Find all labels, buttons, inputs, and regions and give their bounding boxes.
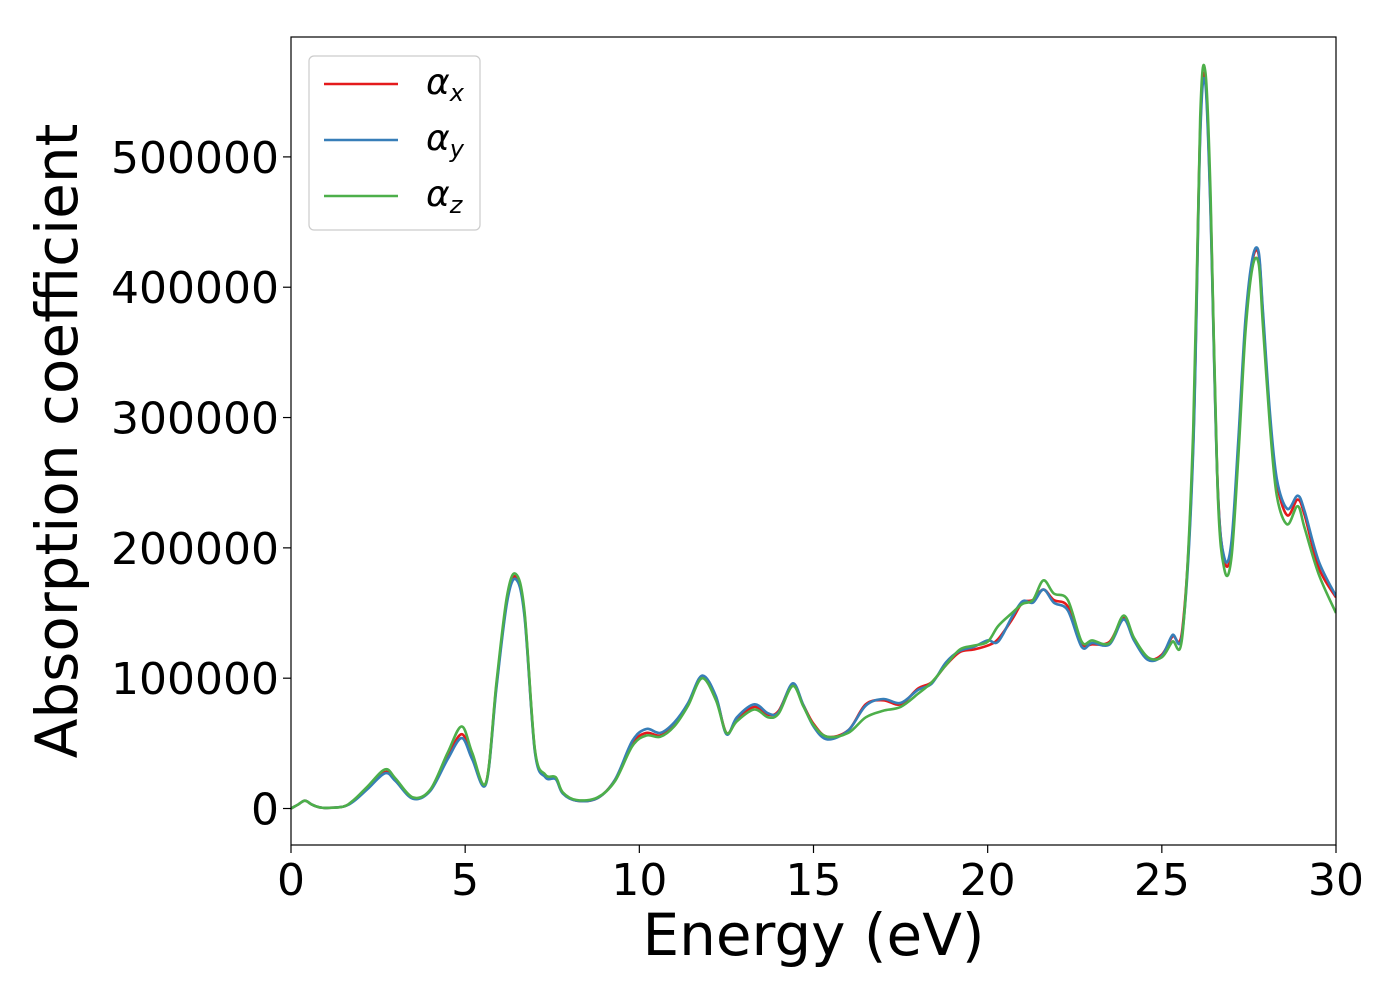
- x-tick-label: 5: [451, 855, 479, 906]
- y-tick-label: 100000: [111, 654, 279, 705]
- x-tick-label: 15: [786, 855, 842, 906]
- y-tick-label: 0: [251, 785, 279, 836]
- legend-label-z: αz: [426, 174, 464, 219]
- y-axis: 0 100000 200000 300000 400000 500000: [111, 133, 291, 836]
- series-layer: [291, 63, 1336, 810]
- x-tick-label: 10: [611, 855, 667, 906]
- y-axis-title: Absorption coefficient: [23, 124, 91, 759]
- y-tick-label: 500000: [111, 133, 279, 184]
- legend-label-x: αx: [426, 62, 465, 107]
- legend: αx αy αz: [308, 55, 481, 231]
- legend-box: [308, 55, 481, 231]
- x-tick-label: 25: [1134, 855, 1190, 906]
- y-tick-label: 300000: [111, 394, 279, 445]
- y-tick-label: 400000: [111, 263, 279, 314]
- y-tick-label: 200000: [111, 524, 279, 575]
- x-tick-label: 20: [960, 855, 1016, 906]
- x-axis-title: Energy (eV): [642, 901, 984, 969]
- x-axis: 0 5 10 15 20 25 30: [277, 845, 1364, 906]
- series-line-2: [291, 63, 1336, 810]
- legend-label-y: αy: [426, 118, 465, 163]
- x-tick-label: 0: [277, 855, 305, 906]
- x-tick-label: 30: [1308, 855, 1364, 906]
